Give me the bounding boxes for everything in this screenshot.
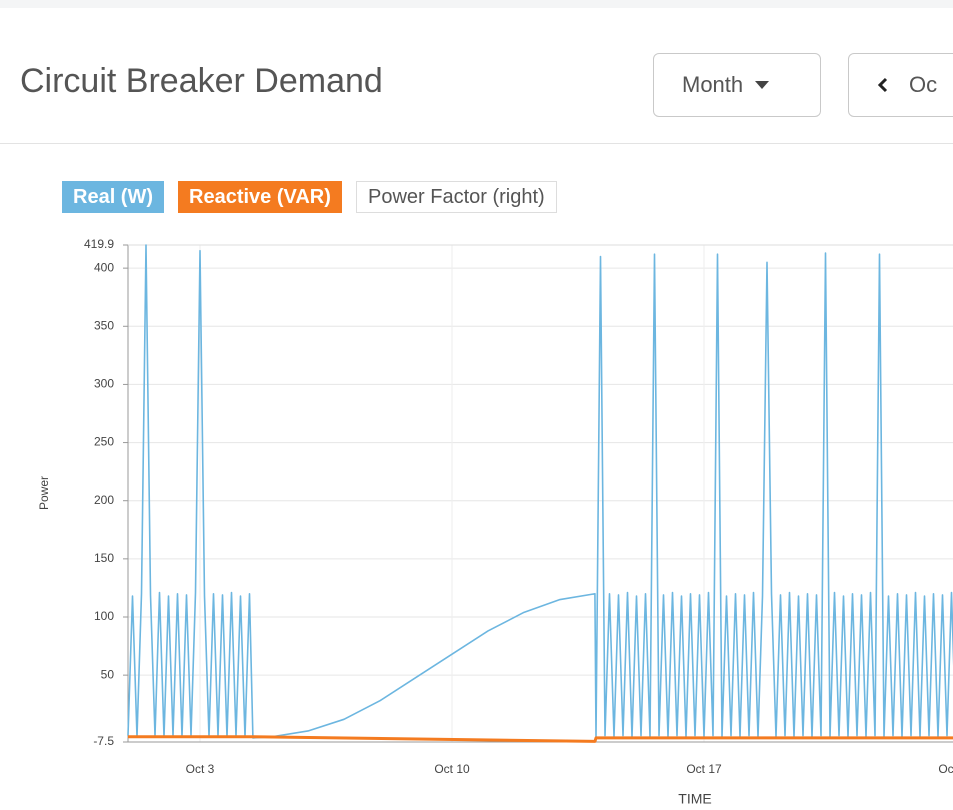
chevron-icon — [877, 77, 888, 93]
y-axis-label: Power — [37, 476, 51, 510]
separator — [0, 143, 953, 144]
legend-item[interactable]: Reactive (VAR) — [178, 181, 342, 213]
x-tick-label: Oct 3 — [186, 762, 215, 776]
x-tick-label: Oct 17 — [686, 762, 722, 776]
y-tick-label: -7.5 — [93, 734, 114, 748]
y-tick-label: 419.9 — [84, 237, 114, 251]
period-dropdown[interactable]: Month — [653, 53, 821, 117]
x-tick-label: Oct 24 — [938, 762, 953, 776]
y-tick-label: 150 — [94, 551, 114, 565]
y-tick-label: 250 — [94, 435, 114, 449]
legend-item[interactable]: Real (W) — [62, 181, 164, 213]
y-tick-label: 100 — [94, 609, 114, 623]
x-tick-label: Oct 10 — [434, 762, 470, 776]
page-title: Circuit Breaker Demand — [20, 62, 383, 100]
y-tick-label: 300 — [94, 377, 114, 391]
period-label: Month — [682, 72, 744, 97]
y-tick-label: 400 — [94, 260, 114, 274]
y-tick-label: 50 — [101, 667, 115, 681]
caret-icon — [755, 81, 770, 89]
y-tick-label: 350 — [94, 318, 114, 332]
period-nav[interactable]: Oc — [848, 53, 953, 117]
y-tick-label: 200 — [94, 493, 114, 507]
legend-item[interactable]: Power Factor (right) — [356, 181, 557, 213]
x-axis-label: TIME — [678, 791, 711, 807]
series-line — [127, 244, 953, 739]
series-line — [128, 735, 953, 743]
top-bar — [0, 0, 953, 8]
nav-label: Oc — [909, 72, 938, 97]
